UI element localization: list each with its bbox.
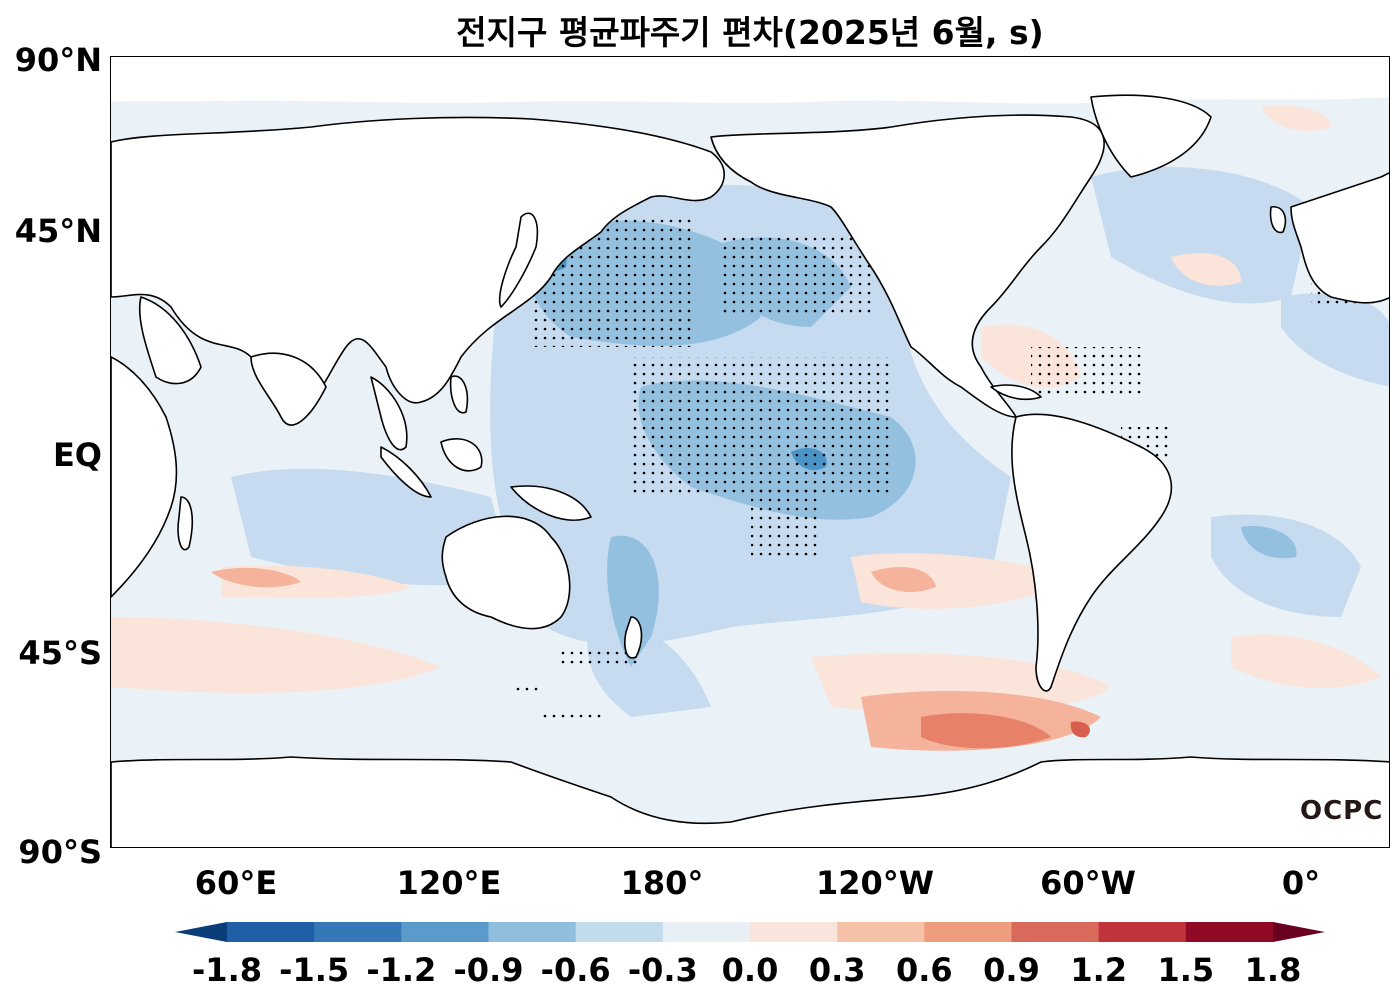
se-asia — [370, 376, 408, 451]
x-tick-60w: 60°W — [1040, 864, 1136, 902]
map-frame — [110, 56, 1390, 848]
sumatra — [380, 446, 432, 498]
y-tick-eq: EQ — [52, 436, 102, 474]
cuba — [990, 384, 1042, 401]
colorbar-segment — [837, 922, 925, 942]
x-tick-0: 0° — [1281, 864, 1321, 902]
colorbar-tick-label: -0.9 — [453, 951, 524, 989]
uk — [1269, 206, 1287, 234]
colorbar-segment — [401, 922, 489, 942]
x-tick-120e: 120°E — [396, 864, 502, 902]
colorbar-tick-label: -1.5 — [279, 951, 350, 989]
antarctica — [111, 756, 1389, 847]
significance-stippling — [511, 217, 1381, 722]
colorbar-segment — [227, 922, 315, 942]
colorbar-tick-label: -0.3 — [627, 951, 698, 989]
new-guinea — [510, 485, 592, 521]
japan — [498, 212, 539, 308]
australia — [441, 515, 571, 630]
colorbar-tick-label: 0.3 — [808, 951, 866, 989]
colorbar-tick-label: -0.6 — [540, 951, 611, 989]
y-tick-45s: 45°S — [18, 634, 102, 672]
colorbar-segment — [1098, 922, 1187, 942]
new-zealand — [624, 616, 643, 659]
north-america — [710, 114, 1105, 418]
map-canvas — [111, 57, 1389, 847]
arabia — [138, 296, 202, 385]
colorbar-tick-label: 1.2 — [1070, 951, 1127, 989]
colorbar-segment — [575, 922, 664, 942]
x-tick-120w: 120°W — [815, 864, 935, 902]
colorbar-tick-label: 0.9 — [983, 951, 1040, 989]
colorbar-tick-label: -1.2 — [366, 951, 437, 989]
colorbar-segment — [488, 922, 577, 942]
philippines — [449, 375, 469, 414]
colorbar-tick-label: 1.5 — [1157, 951, 1215, 989]
colorbar-segment — [1185, 922, 1274, 942]
colorbar-segment — [314, 922, 402, 942]
land-masses — [111, 57, 1389, 847]
colorbar-segment — [924, 922, 1012, 942]
colorbar-tick-label: 0.6 — [895, 951, 953, 989]
x-tick-180: 180° — [620, 864, 704, 902]
africa — [111, 356, 178, 598]
colorbar-tick-label: -1.8 — [192, 951, 262, 989]
ocpc-logo: OCPC — [1300, 796, 1384, 826]
india — [250, 352, 327, 426]
europe — [1290, 172, 1389, 304]
colorbar-tick-label: 0.0 — [721, 951, 779, 989]
colorbar-segment — [1011, 922, 1100, 942]
y-tick-90s: 90°S — [18, 833, 102, 871]
colorbar-segment — [662, 922, 751, 942]
colorbar-tick-label: 1.8 — [1244, 951, 1302, 989]
south-america — [1011, 413, 1173, 692]
y-tick-90n: 90°N — [14, 41, 102, 79]
colorbar-extend-low — [175, 922, 227, 942]
borneo — [440, 438, 483, 472]
colorbar — [175, 922, 1325, 942]
map-title: 전지구 평균파주기 편차(2025년 6월, s) — [456, 13, 1044, 52]
y-tick-45n: 45°N — [14, 212, 102, 250]
greenland — [1090, 94, 1212, 178]
x-tick-60e: 60°E — [194, 864, 278, 902]
colorbar-extend-high — [1273, 922, 1325, 942]
madagascar — [177, 496, 193, 551]
colorbar-segment — [750, 922, 838, 942]
